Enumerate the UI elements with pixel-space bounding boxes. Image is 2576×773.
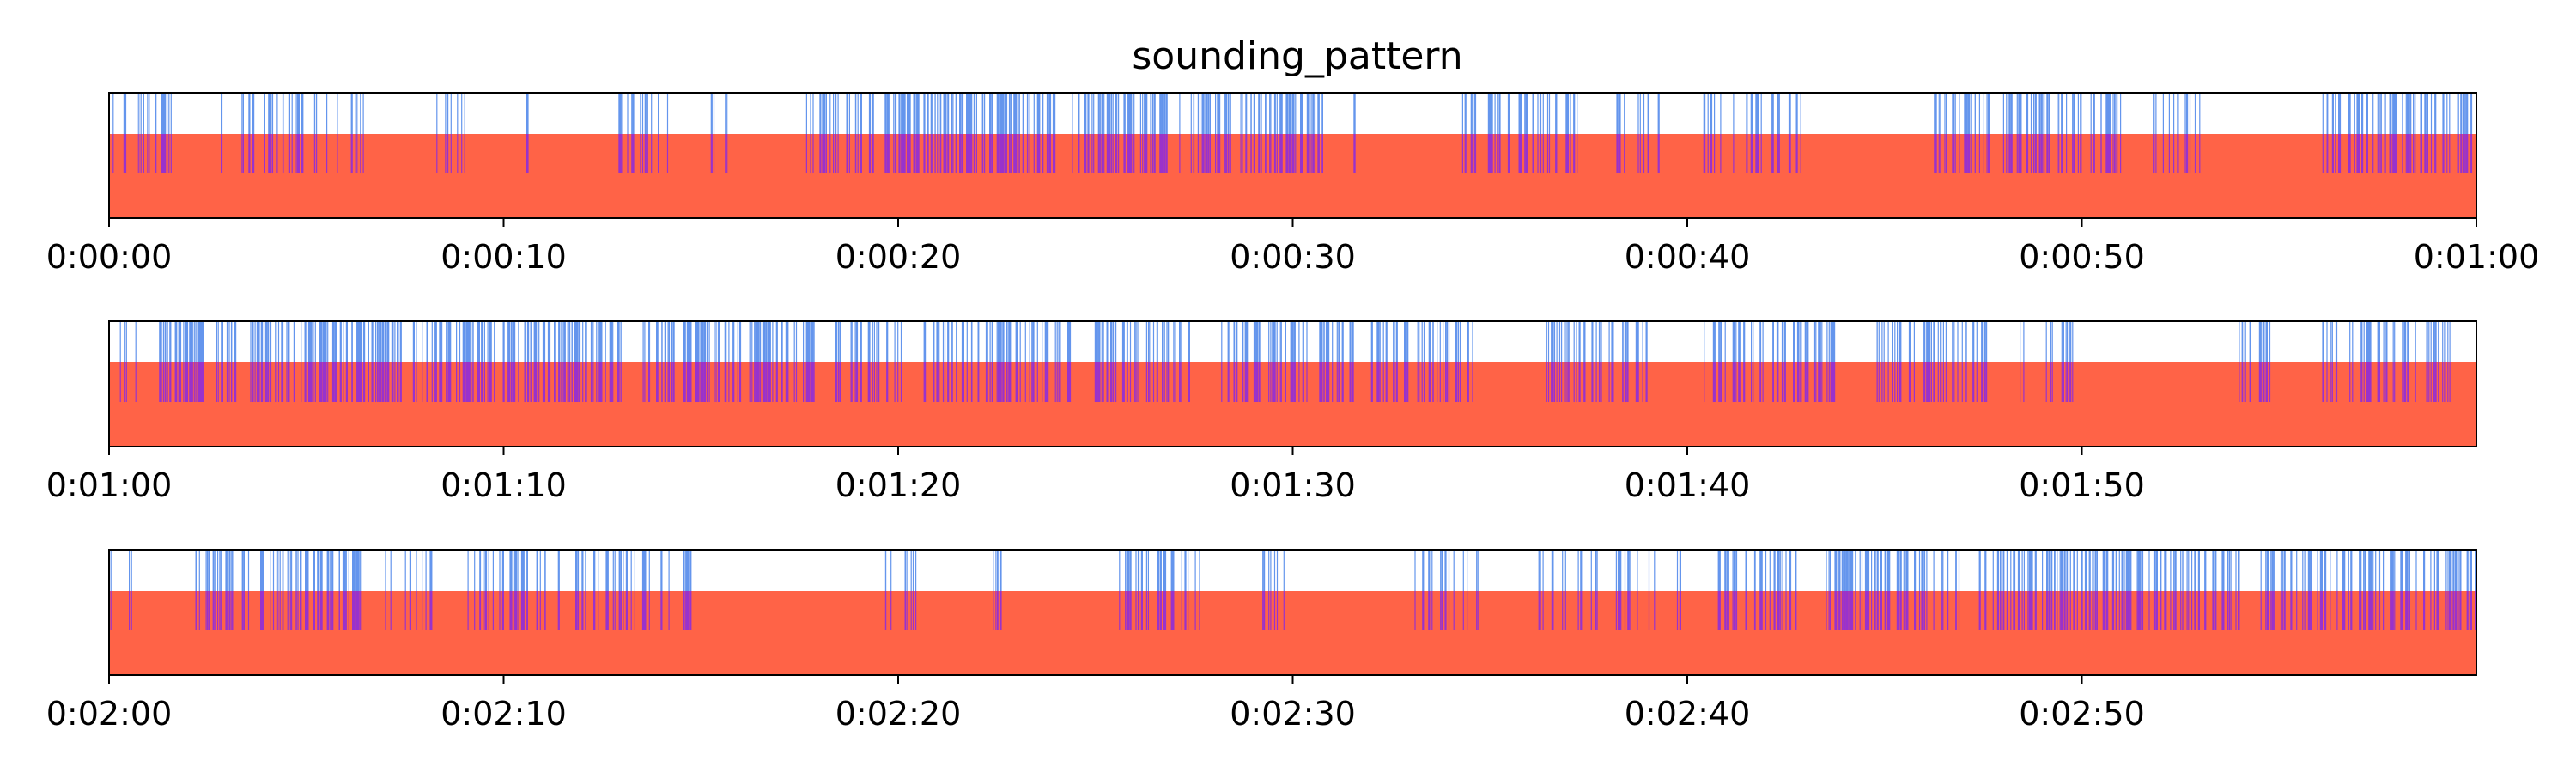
chart-title: sounding_pattern [1132, 34, 1462, 78]
x-tick-label: 0:01:00 [46, 466, 173, 504]
x-tick-label: 0:01:00 [2414, 238, 2540, 276]
panel-3: 0:02:00 0:02:10 0:02:20 0:02:30 0:02:40 0:02:… [46, 549, 2477, 733]
x-tick-label: 0:02:20 [835, 695, 962, 733]
x-tick-label: 0:01:10 [440, 466, 567, 504]
x-tick-label: 0:00:00 [46, 238, 173, 276]
x-tick-label: 0:00:50 [2019, 238, 2145, 276]
x-tick-label: 0:01:30 [1230, 466, 1356, 504]
x-tick-label: 0:02:30 [1230, 695, 1356, 733]
panel-2: 0:01:00 0:01:10 0:01:20 0:01:30 0:01:40 0:01:… [46, 320, 2477, 504]
x-tick-label: 0:02:50 [2019, 695, 2145, 733]
x-tick-label: 0:00:40 [1625, 238, 1751, 276]
x-tick-label: 0:01:20 [835, 466, 962, 504]
x-tick-label: 0:00:10 [440, 238, 567, 276]
background-band [109, 591, 2476, 675]
x-tick-label: 0:00:30 [1230, 238, 1356, 276]
x-tick-label: 0:02:00 [46, 695, 173, 733]
x-tick-label: 0:01:50 [2019, 466, 2145, 504]
x-tick-label: 0:01:40 [1625, 466, 1751, 504]
x-tick-label: 0:00:20 [835, 238, 962, 276]
panel-1: 0:00:00 0:00:10 0:00:20 0:00:30 0:00:40 0:00:… [46, 92, 2540, 276]
x-tick-label: 0:02:40 [1625, 695, 1751, 733]
x-tick-label: 0:02:10 [440, 695, 567, 733]
